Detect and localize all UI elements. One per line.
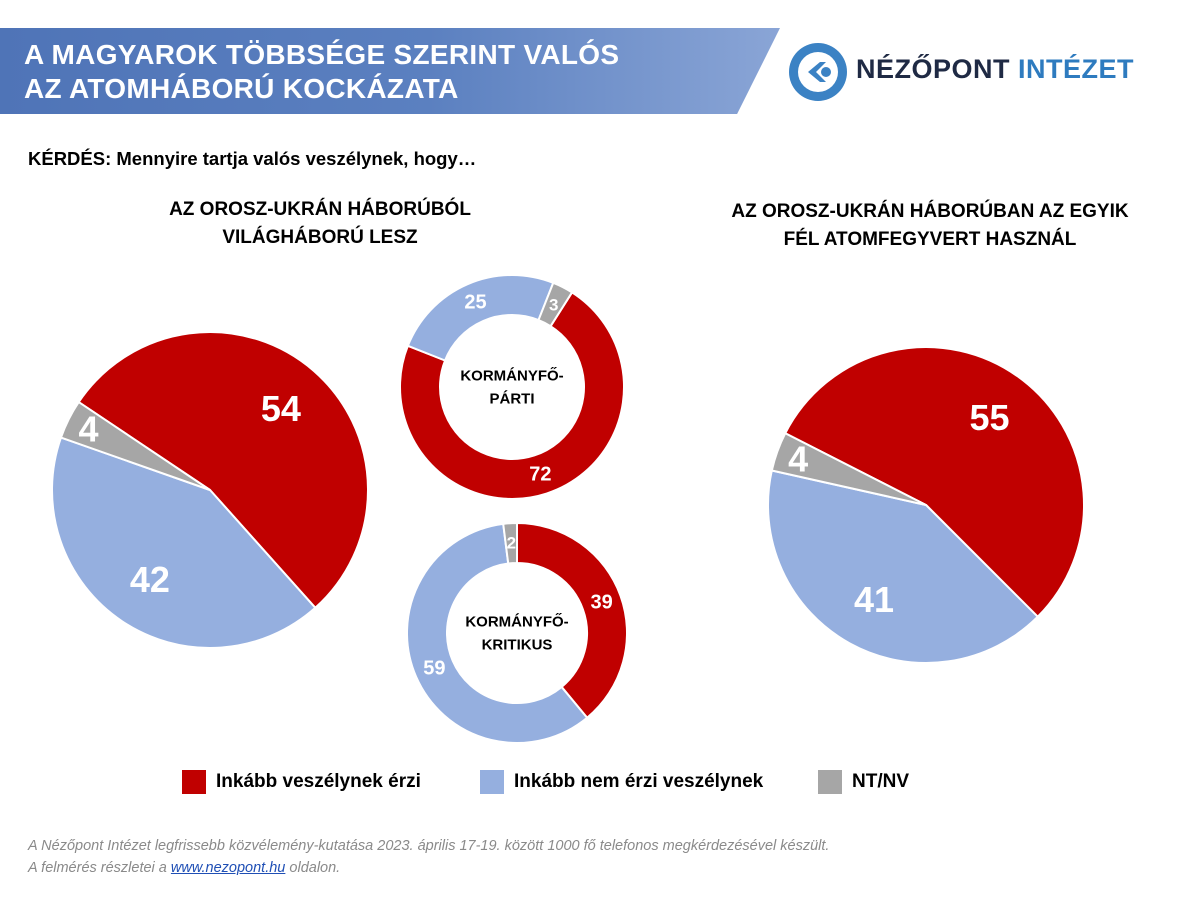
legend-label-no-danger: Inkább nem érzi veszélynek xyxy=(514,771,764,792)
donut-top-slice-dk xyxy=(537,281,574,328)
footnote: A Nézőpont Intézet legfrissebb közvélemé… xyxy=(28,835,829,879)
pie-left: 54 42 4 xyxy=(51,331,369,649)
footnote-line2: A felmérés részletei a www.nezopont.hu o… xyxy=(28,857,829,879)
legend-label-danger: Inkább veszélynek érzi xyxy=(216,771,421,792)
legend-item-danger: Inkább veszélynek érzi xyxy=(182,770,421,794)
legend-swatch-no-danger xyxy=(480,770,504,794)
legend-item-no-danger: Inkább nem érzi veszélynek xyxy=(480,770,763,794)
donut-bottom-slice-no-danger xyxy=(406,522,589,744)
footnote-line2-before: A felmérés részletei a xyxy=(28,860,171,876)
page-title: A MAGYAROK TÖBBSÉGE SZERINT VALÓS AZ ATO… xyxy=(24,38,724,106)
donut-bottom-label-no-danger: 59 xyxy=(423,658,445,680)
logo: NÉZŐPONT INTÉZET xyxy=(786,40,1146,104)
legend-swatch-dk xyxy=(818,770,842,794)
pie-right-slice-dk xyxy=(770,431,927,506)
donut-top-slice-danger xyxy=(399,291,625,500)
pie-right-slice-danger xyxy=(783,346,1086,619)
donut-top-label-danger: 72 xyxy=(529,463,551,485)
donut-top-label-no-danger: 25 xyxy=(464,292,486,314)
logo-word-1: NÉZŐPONT xyxy=(856,54,1011,84)
donut-top-label-dk: 3 xyxy=(549,296,558,315)
logo-word-2: INTÉZET xyxy=(1018,54,1135,84)
pie-right: 55 41 4 xyxy=(767,346,1086,664)
pie-left-slice-dk xyxy=(59,400,211,491)
chart-title-left: AZ OROSZ-UKRÁN HÁBORÚBÓL VILÁGHÁBORÚ LES… xyxy=(120,196,520,252)
question-text: KÉRDÉS: Mennyire tartja valós veszélynek… xyxy=(28,148,477,169)
pie-right-slice-no-danger xyxy=(767,469,1040,664)
pie-right-label-no-danger: 41 xyxy=(854,579,894,620)
donut-top-center-line2: PÁRTI xyxy=(490,391,535,408)
donut-bottom-center-line1: KORMÁNYFŐ- xyxy=(465,613,568,631)
chart-title-right-line1: AZ OROSZ-UKRÁN HÁBORÚBAN AZ EGYIK xyxy=(731,201,1129,222)
legend-swatch-danger xyxy=(182,770,206,794)
donut-top: 72 25 3 KORMÁNYFŐ- PÁRTI xyxy=(399,274,625,500)
pie-left-label-dk: 4 xyxy=(78,409,98,450)
donut-bottom: 39 59 2 KORMÁNYFŐ- KRITIKUS xyxy=(406,521,628,744)
donut-bottom-center-line2: KRITIKUS xyxy=(482,637,553,654)
page-title-line1: A MAGYAROK TÖBBSÉGE SZERINT VALÓS xyxy=(24,39,620,70)
footnote-link[interactable]: www.nezopont.hu xyxy=(170,860,286,876)
pie-right-label-danger: 55 xyxy=(969,397,1009,438)
page-title-line2: AZ ATOMHÁBORÚ KOCKÁZATA xyxy=(24,73,459,104)
pie-left-slice-no-danger xyxy=(51,436,317,649)
chart-title-right: AZ OROSZ-UKRÁN HÁBORÚBAN AZ EGYIK FÉL AT… xyxy=(700,198,1160,254)
donut-bottom-label-danger: 39 xyxy=(591,592,613,614)
chart-title-left-line1: AZ OROSZ-UKRÁN HÁBORÚBÓL xyxy=(169,199,471,220)
donut-bottom-slice-danger xyxy=(516,521,628,720)
chart-title-right-line2: FÉL ATOMFEGYVERT HASZNÁL xyxy=(783,229,1077,250)
footnote-line2-after: oldalon. xyxy=(285,860,341,876)
pie-left-label-no-danger: 42 xyxy=(130,559,170,600)
pie-right-label-dk: 4 xyxy=(788,438,808,479)
pie-left-label-danger: 54 xyxy=(261,388,301,429)
donut-top-slice-no-danger xyxy=(406,274,555,362)
footnote-line1: A Nézőpont Intézet legfrissebb közvélemé… xyxy=(28,838,830,854)
chart-title-left-line2: VILÁGHÁBORÚ LESZ xyxy=(222,227,418,248)
title-banner: A MAGYAROK TÖBBSÉGE SZERINT VALÓS AZ ATO… xyxy=(0,28,780,114)
legend-item-dk: NT/NV xyxy=(818,770,909,794)
logo-text: NÉZŐPONT INTÉZET xyxy=(856,54,1134,85)
donut-top-center-line1: KORMÁNYFŐ- xyxy=(460,367,563,385)
legend-label-dk: NT/NV xyxy=(852,771,909,792)
donut-bottom-label-dk: 2 xyxy=(507,534,516,553)
donut-bottom-slice-dk xyxy=(502,521,518,565)
logo-icon xyxy=(789,43,847,101)
pie-left-slice-danger xyxy=(77,331,369,610)
